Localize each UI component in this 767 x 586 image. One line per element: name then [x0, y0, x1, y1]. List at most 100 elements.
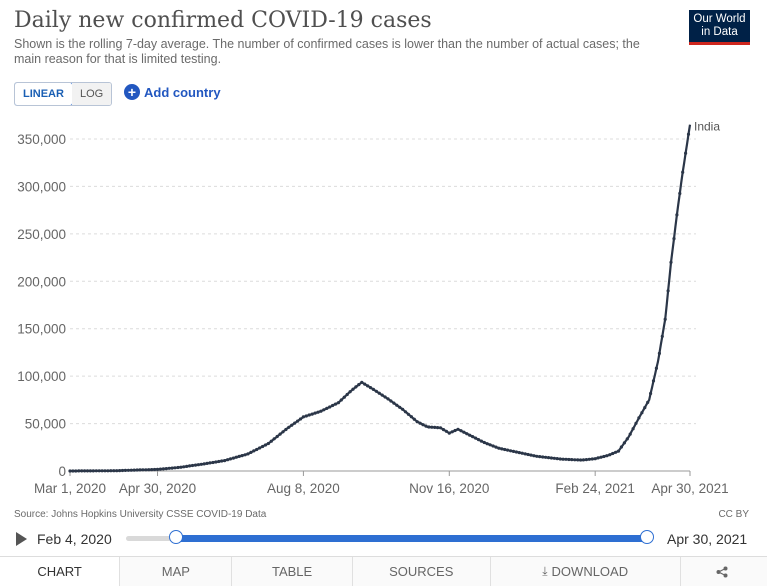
data-point [153, 467, 157, 472]
data-point [503, 447, 507, 452]
data-point [488, 443, 492, 447]
data-point [123, 468, 127, 472]
data-point [535, 454, 539, 458]
data-point [211, 460, 215, 465]
data-point [459, 429, 463, 433]
timeline-start-handle[interactable] [168, 530, 183, 544]
data-point [500, 447, 504, 451]
data-point [631, 427, 635, 431]
data-point [532, 454, 536, 458]
data-point [258, 446, 262, 450]
tab-download[interactable]: ⤓ DOWNLOAD [489, 557, 680, 586]
timeline-end-handle[interactable] [640, 530, 655, 544]
data-point [304, 414, 308, 418]
add-country-button[interactable]: + Add country [124, 84, 221, 100]
x-tick-label: Feb 24, 2021 [555, 481, 635, 496]
x-tick-label: Apr 30, 2020 [119, 481, 196, 496]
data-point [287, 425, 291, 429]
data-point [628, 432, 632, 436]
data-point [602, 454, 606, 459]
linear-scale-button[interactable]: LINEAR [15, 83, 73, 105]
data-point [456, 427, 460, 431]
data-point [266, 441, 270, 446]
data-point [622, 441, 627, 445]
data-point [281, 430, 285, 434]
data-point [129, 468, 133, 472]
data-point [474, 436, 478, 440]
data-point [363, 382, 367, 386]
log-scale-button[interactable]: LOG [71, 83, 112, 105]
data-point [188, 464, 192, 468]
data-point [319, 409, 323, 413]
data-point [301, 415, 305, 419]
data-point [205, 461, 209, 465]
data-point [325, 406, 329, 410]
data-point [100, 469, 104, 473]
data-point [80, 469, 84, 473]
data-point [249, 450, 253, 454]
share-icon [716, 566, 728, 577]
data-point [366, 384, 370, 388]
data-point [278, 432, 282, 436]
data-point [164, 467, 168, 471]
data-point [322, 408, 326, 412]
data-point [403, 410, 408, 414]
data-point [447, 431, 451, 435]
owid-logo[interactable]: Our World in Data [689, 10, 750, 45]
data-point [450, 430, 454, 434]
logo-line-2: in Data [701, 26, 738, 38]
data-point [97, 469, 101, 473]
timeline-end-label: Apr 30, 2021 [667, 531, 748, 547]
data-point [193, 463, 198, 467]
data-point [261, 444, 265, 449]
y-tick-label: 300,000 [17, 179, 66, 194]
data-point [333, 402, 338, 406]
data-point [573, 458, 577, 462]
data-point [398, 405, 402, 409]
tab-sources[interactable]: SOURCES [351, 557, 490, 586]
tab-sources-label: SOURCES [389, 564, 454, 579]
data-point [453, 428, 457, 433]
data-point [509, 449, 513, 453]
tab-table-label: TABLE [271, 564, 313, 579]
data-point [85, 469, 90, 473]
tab-map[interactable]: MAP [119, 557, 231, 586]
data-point [94, 469, 98, 473]
tab-share[interactable] [679, 557, 767, 586]
download-icon: ⤓ [542, 564, 548, 578]
data-point [611, 451, 615, 456]
data-point [138, 468, 142, 472]
data-point [514, 450, 519, 454]
data-point [120, 468, 125, 473]
data-point [637, 416, 641, 420]
series-label-india: India [694, 120, 720, 134]
x-tick-label: Apr 30, 2021 [651, 481, 728, 496]
data-point [593, 457, 597, 461]
data-point [214, 460, 218, 464]
tab-table[interactable]: TABLE [231, 557, 351, 586]
data-point [544, 455, 548, 459]
tab-chart[interactable]: CHART [0, 557, 120, 586]
data-point [549, 456, 554, 460]
data-point [155, 467, 160, 471]
data-point [284, 427, 288, 432]
data-point [357, 383, 361, 387]
data-point [619, 445, 624, 449]
data-point [421, 423, 425, 427]
play-icon[interactable] [16, 532, 27, 546]
data-point [272, 437, 276, 441]
timeline-selected-range[interactable] [175, 535, 648, 542]
data-point [614, 450, 618, 454]
data-point [339, 398, 343, 402]
data-point [106, 469, 110, 473]
data-point [316, 410, 320, 414]
data-point [237, 454, 241, 458]
data-point [298, 417, 303, 421]
data-point [468, 433, 472, 437]
data-point [132, 468, 136, 472]
data-point [587, 457, 591, 461]
data-point [77, 469, 81, 473]
data-point [310, 412, 314, 416]
license-link[interactable]: CC BY [718, 509, 749, 520]
data-point [497, 446, 501, 450]
